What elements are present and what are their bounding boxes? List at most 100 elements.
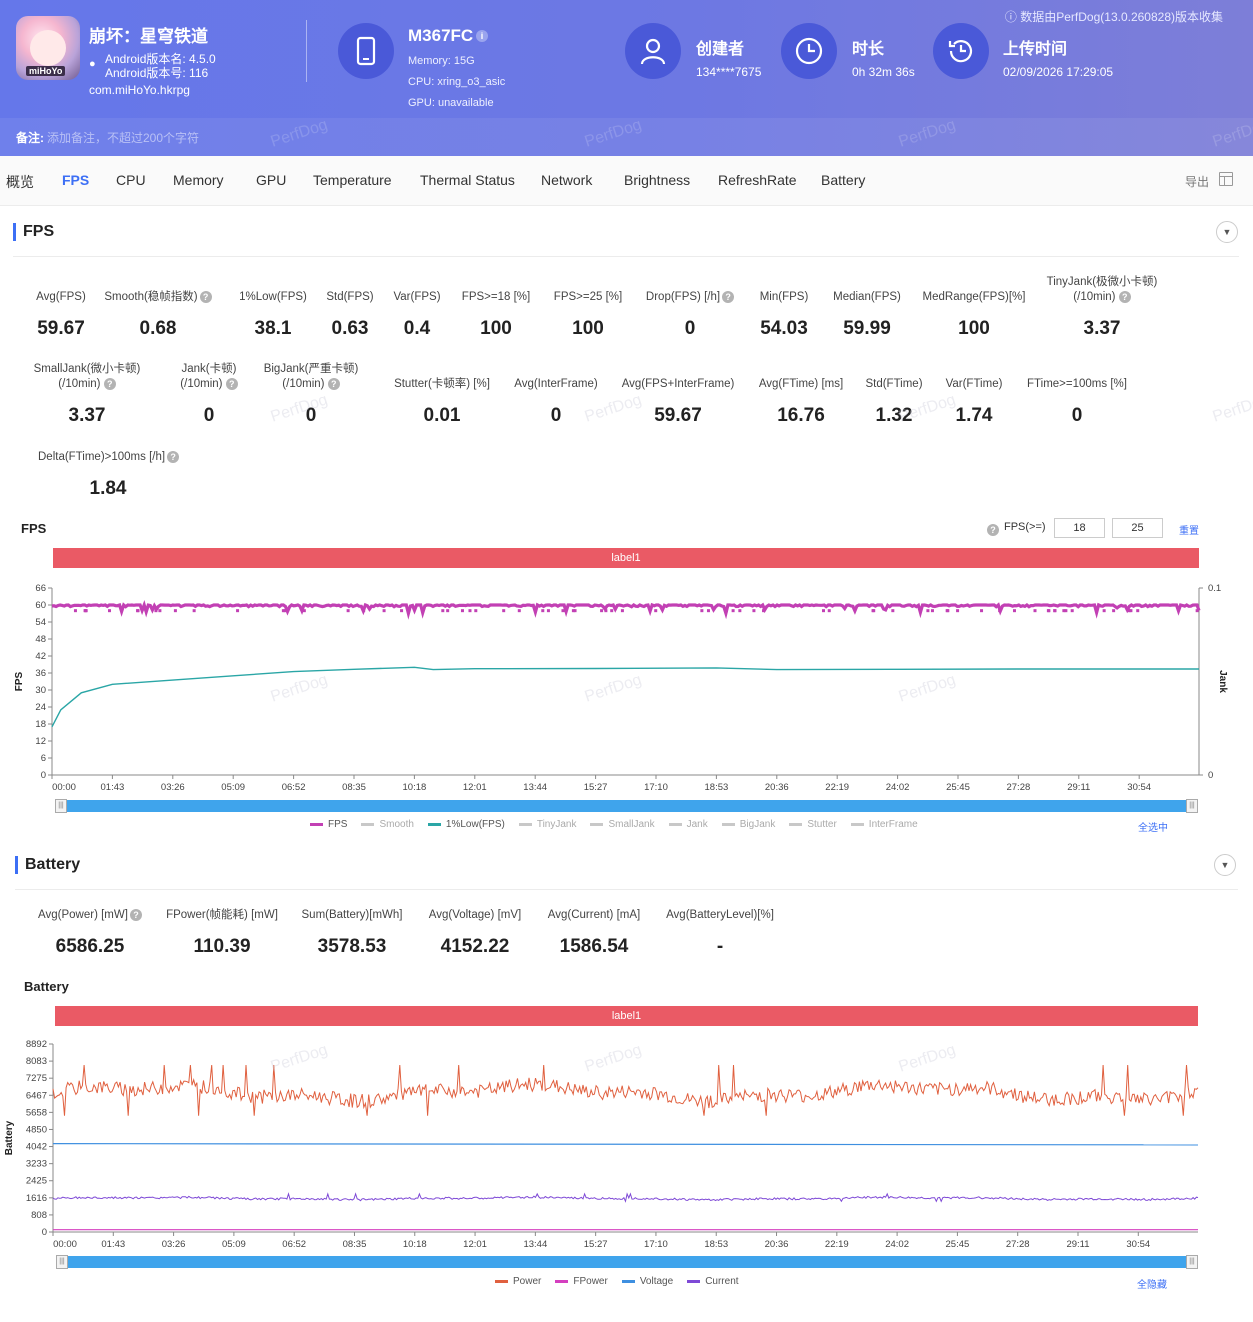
x-tick-label: 03:26 <box>161 782 185 793</box>
y-tick-label: 1616 <box>26 1193 47 1204</box>
metric-item: BigJank(严重卡顿) (/10min) ? 0 <box>241 362 381 427</box>
legend-item[interactable]: Power <box>495 1276 541 1287</box>
help-icon[interactable]: ? <box>987 521 999 539</box>
y-tick-label: 12 <box>35 736 46 747</box>
metric-item: Avg(Current) [mA] 1586.54 <box>524 908 664 958</box>
help-icon[interactable]: ? <box>1118 290 1131 303</box>
legend-item[interactable]: Voltage <box>621 1276 673 1287</box>
tab-thermal-status[interactable]: Thermal Status <box>420 172 515 188</box>
tab-gpu[interactable]: GPU <box>256 172 287 188</box>
legend-item[interactable]: InterFrame <box>850 819 918 830</box>
fps-dip-marker <box>827 609 831 613</box>
battery-hide-all[interactable]: 全隐藏 <box>1137 1280 1167 1291</box>
legend-item[interactable]: 1%Low(FPS) <box>427 819 505 830</box>
metric-value: 0 <box>1071 405 1083 426</box>
y-tick-label: 8083 <box>26 1056 47 1067</box>
fps-threshold-reset[interactable]: 重置 <box>1179 526 1199 537</box>
tab-cpu[interactable]: CPU <box>116 172 146 188</box>
tab-brightness[interactable]: Brightness <box>624 172 691 188</box>
tab-network[interactable]: Network <box>541 172 593 188</box>
clock-icon <box>781 23 837 79</box>
fps-dip-marker <box>731 609 735 613</box>
battery-chart[interactable]: 0 808 1616 2425 3233 4042 4850 5658 6467 7275 8083… <box>0 1034 1253 1256</box>
metric-item: Var(FTime) 1.74 <box>904 377 1044 427</box>
help-icon[interactable]: ? <box>103 377 116 390</box>
fps-dip-marker <box>73 609 77 613</box>
fps-slider-handle-left[interactable]: ||| <box>55 799 67 813</box>
y-tick-label: 0 <box>41 770 46 781</box>
x-tick-label: 10:18 <box>403 1239 427 1250</box>
phone-icon <box>338 23 394 79</box>
legend-item[interactable]: FPower <box>555 1276 608 1287</box>
battery-slider-handle-right[interactable]: ||| <box>1186 1255 1198 1269</box>
legend-item[interactable]: SmallJank <box>590 819 655 830</box>
legend-label: 1%Low(FPS) <box>445 819 505 830</box>
fps-time-slider[interactable]: ||| ||| <box>55 799 1198 813</box>
y-tick-label: 2425 <box>26 1176 47 1187</box>
battery-slider-handle-left[interactable]: ||| <box>56 1255 68 1269</box>
x-tick-label: 18:53 <box>704 1239 728 1250</box>
tab-battery[interactable]: Battery <box>821 172 866 188</box>
metric-label: Smooth(稳帧指数) <box>104 291 198 303</box>
tab-overview[interactable]: 概览 <box>6 174 34 190</box>
x-tick-label: 01:43 <box>101 1239 125 1250</box>
fps-select-all[interactable]: 全选中 <box>1138 823 1168 834</box>
legend-item[interactable]: Stutter <box>789 819 837 830</box>
y-tick-label: 8892 <box>26 1039 47 1050</box>
metric-label: Sum(Battery)[mWh] <box>301 909 403 921</box>
metric-value: 59.99 <box>843 318 891 339</box>
y-tick-label: 4042 <box>26 1142 47 1153</box>
metric-item: FPS>=18 [%] 100 <box>426 290 566 340</box>
battery-collapse-button[interactable]: ▼ <box>1214 854 1236 876</box>
fps-dip-marker <box>1195 609 1199 613</box>
x-tick-label: 18:53 <box>705 782 729 793</box>
remark-bar[interactable] <box>0 118 1253 156</box>
fps-label-bar[interactable]: label1 <box>53 548 1199 568</box>
device-info-icon[interactable]: i <box>476 30 488 42</box>
legend-label: Stutter <box>807 819 837 830</box>
export-button[interactable]: 导出 <box>1184 175 1209 189</box>
tab-refresh-rate[interactable]: RefreshRate <box>718 172 797 188</box>
help-icon[interactable]: ? <box>167 450 180 463</box>
table-icon[interactable] <box>1219 172 1233 186</box>
fps-collapse-button[interactable]: ▼ <box>1216 221 1238 243</box>
help-icon[interactable]: ? <box>199 290 212 303</box>
upload-time-label: 上传时间 <box>1003 41 1068 58</box>
legend-item[interactable]: BigJank <box>721 819 775 830</box>
fps-threshold-input-1[interactable]: 18 <box>1054 518 1105 538</box>
metric-value: - <box>716 936 724 957</box>
metric-item: Drop(FPS) [/h]? 0 <box>620 290 760 340</box>
help-icon[interactable]: ? <box>225 377 238 390</box>
fps-threshold-input-2[interactable]: 25 <box>1112 518 1163 538</box>
fps-dip-marker <box>154 609 158 613</box>
remark-input[interactable]: 添加备注，不超过200个字符 <box>47 131 200 145</box>
fps-dip-marker <box>706 609 710 613</box>
y-tick-label: 4850 <box>26 1124 47 1135</box>
metric-item: TinyJank(极微小卡顿) (/10min) ? 3.37 <box>1032 275 1172 340</box>
fps-dip-marker <box>541 609 545 613</box>
metric-label: Min(FPS) <box>759 291 809 303</box>
fps-chart[interactable]: 0 6 12 18 24 30 36 42 48 54 60 66 00:00 01:43 03:26 05:… <box>0 578 1253 798</box>
y2-tick-label: 0.1 <box>1208 583 1221 594</box>
legend-swatch <box>668 823 682 826</box>
y-tick-label: 6 <box>41 753 46 764</box>
fps-dip-marker <box>502 609 506 613</box>
fps-dip-marker <box>546 609 550 613</box>
tab-temperature[interactable]: Temperature <box>313 172 392 188</box>
help-icon[interactable]: ? <box>327 377 340 390</box>
help-icon[interactable]: ? <box>129 908 142 921</box>
help-icon[interactable]: ? <box>722 290 735 303</box>
legend-item[interactable]: Jank <box>668 819 708 830</box>
legend-item[interactable]: FPS <box>310 819 347 830</box>
fps-dip-marker <box>620 609 624 613</box>
legend-label: Smooth <box>379 819 414 830</box>
fps-slider-handle-right[interactable]: ||| <box>1186 799 1198 813</box>
legend-item[interactable]: TinyJank <box>518 819 576 830</box>
legend-item[interactable]: Current <box>687 1276 739 1287</box>
battery-label-bar[interactable]: label1 <box>55 1006 1198 1026</box>
tab-memory[interactable]: Memory <box>173 172 224 188</box>
battery-time-slider[interactable]: ||| ||| <box>56 1255 1198 1269</box>
tab-fps[interactable]: FPS <box>62 172 90 188</box>
legend-item[interactable]: Smooth <box>361 819 414 830</box>
legend-label: Power <box>513 1276 542 1287</box>
